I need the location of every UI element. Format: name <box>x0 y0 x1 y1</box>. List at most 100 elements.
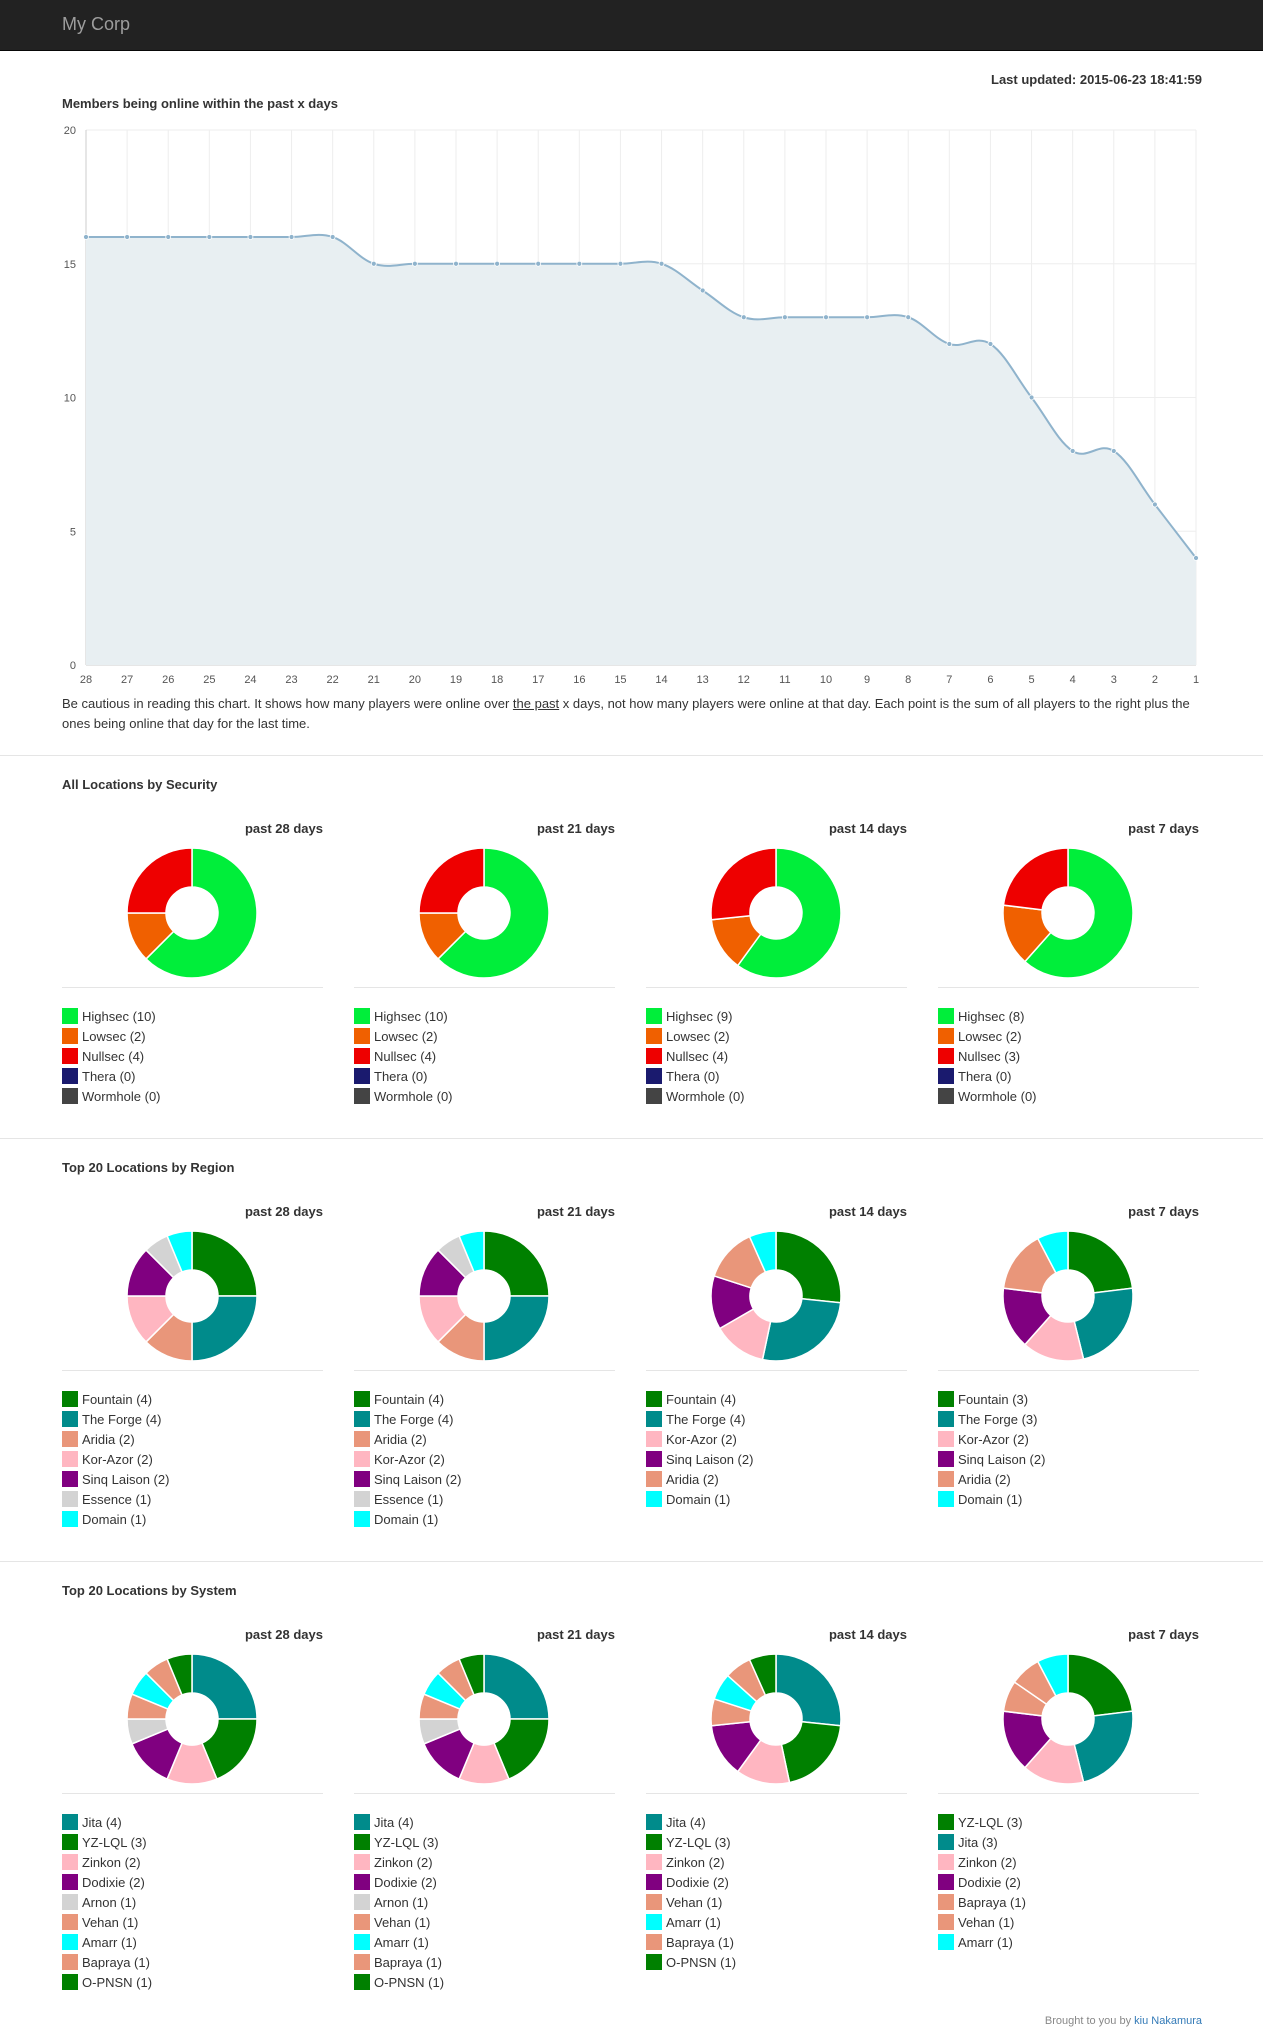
legend-item: Thera (0) <box>938 1067 1037 1087</box>
doughnut-chart <box>418 1230 550 1362</box>
legend-label: Zinkon (2) <box>666 1855 725 1870</box>
legend-item: Zinkon (2) <box>938 1853 1026 1873</box>
data-point <box>1028 394 1035 401</box>
pie-slice <box>458 1653 485 1696</box>
legend-swatch <box>354 1874 370 1890</box>
x-tick-label: 5 <box>1028 674 1034 686</box>
doughnut-chart <box>1002 1230 1134 1362</box>
pie-panel-title: past 28 days <box>244 1627 323 1642</box>
legend-label: Domain (1) <box>82 1512 147 1527</box>
legend-item: Zinkon (2) <box>646 1853 736 1873</box>
legend-swatch <box>938 1834 954 1850</box>
pie-slice <box>736 847 842 979</box>
data-point <box>494 260 501 267</box>
x-tick-label: 27 <box>121 674 133 686</box>
pie-panel: past 21 days Jita (4) YZ-LQL (3) Zinkon (2)… <box>354 1627 615 1990</box>
legend-swatch <box>62 1914 78 1930</box>
legend-label: Bapraya (1) <box>666 1935 734 1950</box>
legend-label: Dodixie (2) <box>958 1875 1021 1890</box>
legend-label: YZ-LQL (3) <box>82 1835 147 1850</box>
pie-slice <box>1002 847 1069 911</box>
legend-swatch <box>938 1431 954 1447</box>
pie-slice <box>748 1230 777 1274</box>
legend-label: Bapraya (1) <box>374 1955 442 1970</box>
legend-swatch <box>938 1491 954 1507</box>
pie-slice <box>1067 1653 1134 1717</box>
legend-label: Zinkon (2) <box>958 1855 1017 1870</box>
legend-item: Amarr (1) <box>62 1933 152 1953</box>
legend-item: Sinq Laison (2) <box>938 1450 1045 1470</box>
legend-label: Arnon (1) <box>374 1895 429 1910</box>
legend-label: Highsec (10) <box>374 1009 448 1024</box>
legend-item: Kor-Azor (2) <box>938 1430 1045 1450</box>
legend-label: The Forge (4) <box>374 1412 454 1427</box>
legend-label: Nullsec (4) <box>374 1049 437 1064</box>
x-tick-label: 18 <box>491 674 503 686</box>
x-tick-label: 25 <box>203 674 215 686</box>
data-point <box>124 234 131 240</box>
legend-swatch <box>646 1834 662 1850</box>
legend-item: Amarr (1) <box>354 1933 444 1953</box>
legend-item: Dodixie (2) <box>62 1873 152 1893</box>
legend-swatch <box>354 1391 370 1407</box>
legend-swatch <box>354 1914 370 1930</box>
author-link[interactable]: kiu Nakamura <box>1134 2015 1202 2027</box>
data-point <box>288 234 295 240</box>
legend: Fountain (3) The Forge (3) Kor-Azor (2) Sin… <box>938 1390 1045 1510</box>
x-tick-label: 14 <box>655 674 667 686</box>
data-point <box>864 314 871 321</box>
legend-label: O-PNSN (1) <box>374 1975 445 1990</box>
pie-slice <box>166 1230 193 1273</box>
x-tick-label: 12 <box>738 674 750 686</box>
legend: YZ-LQL (3) Jita (3) Zinkon (2) Dodixie (2) B… <box>938 1813 1026 1953</box>
legend-item: Nullsec (4) <box>354 1047 453 1067</box>
legend-label: Aridia (2) <box>374 1432 427 1447</box>
legend-item: Lowsec (2) <box>62 1027 161 1047</box>
legend-item: Domain (1) <box>646 1490 753 1510</box>
doughnut-chart <box>710 847 842 979</box>
legend-label: Wormhole (0) <box>82 1089 161 1104</box>
legend-label: Jita (4) <box>82 1815 122 1830</box>
legend-item: Aridia (2) <box>938 1470 1045 1490</box>
online-chart-title: Members being online within the past x d… <box>62 96 338 111</box>
legend-item: Highsec (10) <box>62 1007 161 1027</box>
legend-item: YZ-LQL (3) <box>62 1833 152 1853</box>
y-tick-label: 15 <box>64 259 76 271</box>
pie-slice <box>483 1295 550 1362</box>
data-point <box>576 260 583 267</box>
legend-swatch <box>62 1854 78 1870</box>
legend-item: Jita (3) <box>938 1833 1026 1853</box>
legend-swatch <box>938 1934 954 1950</box>
doughnut-chart <box>418 847 550 979</box>
data-point <box>1151 501 1158 508</box>
legend-label: Fountain (4) <box>666 1392 737 1407</box>
legend-label: Vehan (1) <box>666 1895 723 1910</box>
legend-item: Amarr (1) <box>938 1933 1026 1953</box>
pie-slice <box>166 1653 193 1696</box>
legend-label: Fountain (3) <box>958 1392 1029 1407</box>
legend-swatch <box>646 1954 662 1970</box>
note-underlined: the past <box>512 696 560 711</box>
brand-link[interactable]: My Corp <box>62 14 131 34</box>
legend-swatch <box>354 1411 370 1427</box>
legend-item: Jita (4) <box>354 1813 444 1833</box>
legend-item: The Forge (4) <box>354 1410 461 1430</box>
legend-label: Amarr (1) <box>958 1935 1013 1950</box>
data-point <box>411 260 418 267</box>
legend-item: Kor-Azor (2) <box>62 1450 169 1470</box>
pie-slice <box>775 1230 842 1304</box>
pie-panel: past 7 days Fountain (3) The Forge (3) Kor-… <box>938 1204 1199 1564</box>
x-tick-label: 21 <box>368 674 380 686</box>
legend-swatch <box>938 1914 954 1930</box>
legend-item: Thera (0) <box>354 1067 453 1087</box>
legend-item: Wormhole (0) <box>354 1087 453 1107</box>
legend-item: Domain (1) <box>354 1510 461 1530</box>
legend-label: Vehan (1) <box>958 1915 1015 1930</box>
legend-label: The Forge (3) <box>958 1412 1038 1427</box>
data-point <box>823 314 829 321</box>
legend-item: Nullsec (4) <box>646 1047 745 1067</box>
legend-label: Sinq Laison (2) <box>374 1472 462 1487</box>
legend-label: Bapraya (1) <box>82 1955 150 1970</box>
legend-item: Essence (1) <box>62 1490 169 1510</box>
x-tick-label: 2 <box>1152 674 1158 686</box>
